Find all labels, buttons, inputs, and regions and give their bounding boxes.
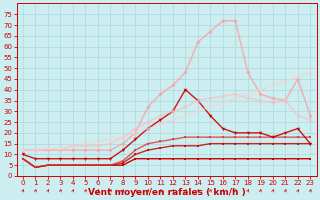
X-axis label: Vent moyen/en rafales ( km/h ): Vent moyen/en rafales ( km/h ) <box>88 188 245 197</box>
